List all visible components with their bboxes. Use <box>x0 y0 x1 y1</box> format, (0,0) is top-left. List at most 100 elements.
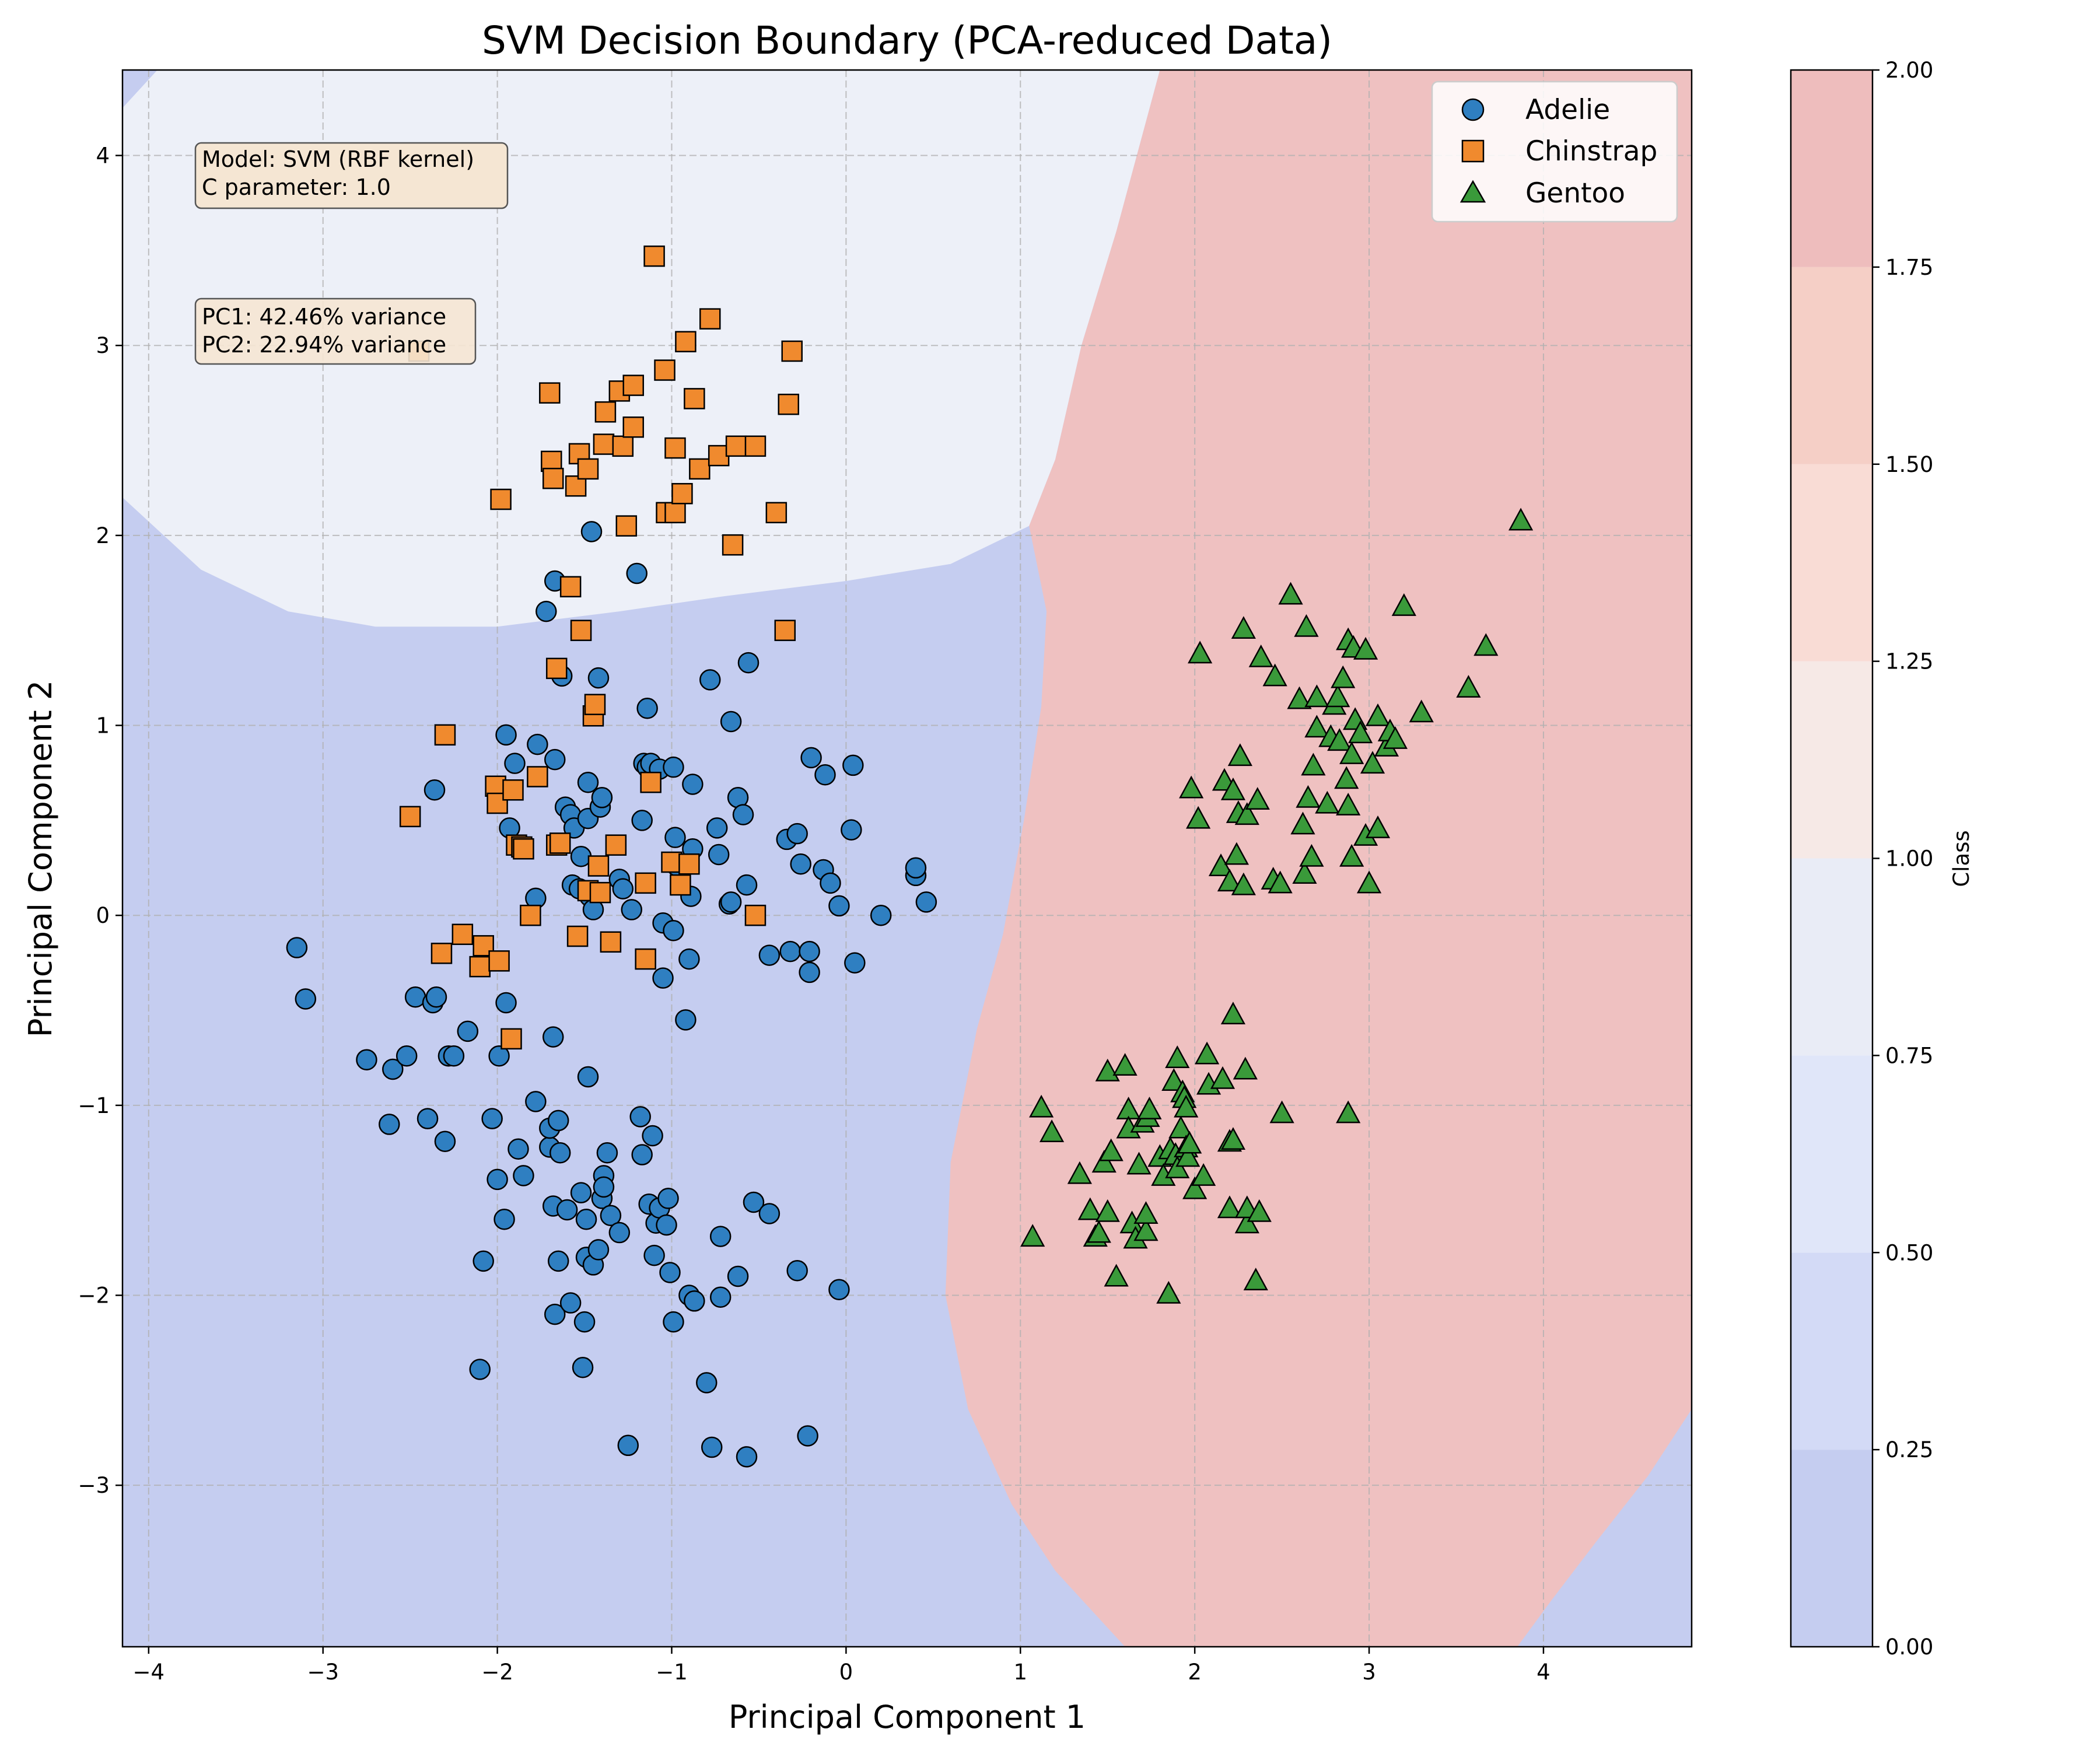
point-adelie <box>596 1142 618 1164</box>
point-adelie <box>696 1372 718 1394</box>
chart-title: SVM Decision Boundary (PCA-reduced Data) <box>482 18 1332 63</box>
y-tick-label: −1 <box>78 1093 110 1118</box>
colorbar-tick-label: 0.75 <box>1885 1043 1933 1068</box>
point-gentoo <box>1409 699 1434 723</box>
point-adelie <box>631 810 653 831</box>
series-adelie <box>286 521 937 1468</box>
point-adelie <box>544 1303 566 1325</box>
point-adelie <box>473 1250 494 1272</box>
point-adelie <box>513 1165 534 1186</box>
point-chinstrap <box>600 931 622 953</box>
point-gentoo <box>1234 802 1259 825</box>
point-adelie <box>643 1244 665 1266</box>
point-gentoo <box>1220 1127 1246 1150</box>
colorbar-ticks: 0.00 0.25 0.50 0.75 1.00 1.25 1.50 1.75 2.00 <box>1873 58 1933 1660</box>
colorbar: 0.00 0.25 0.50 0.75 1.00 1.25 1.50 1.75 2.00 Cla… <box>1790 58 1974 1660</box>
y-tick-label: 3 <box>96 333 110 358</box>
point-adelie <box>469 1359 491 1380</box>
point-chinstrap <box>670 874 691 896</box>
point-adelie <box>577 1066 599 1088</box>
point-adelie <box>379 1114 400 1135</box>
point-chinstrap <box>664 502 686 524</box>
point-chinstrap <box>594 401 617 423</box>
point-gentoo <box>1304 684 1329 708</box>
point-gentoo <box>1391 593 1416 616</box>
point-adelie <box>737 652 760 674</box>
point-chinstrap <box>635 948 656 970</box>
point-adelie <box>652 967 674 989</box>
point-gentoo <box>1039 1119 1065 1142</box>
point-adelie <box>663 1311 684 1333</box>
y-axis-ticks: −3 −2 −1 0 1 2 3 4 <box>78 144 123 1498</box>
point-gentoo <box>1336 792 1361 816</box>
point-adelie <box>699 669 721 691</box>
point-gentoo <box>1331 665 1356 688</box>
point-chinstrap <box>589 881 611 904</box>
colorbar-bands <box>1791 70 1873 1647</box>
point-adelie <box>495 992 517 1014</box>
point-adelie <box>720 891 742 913</box>
point-gentoo <box>1234 1210 1259 1234</box>
point-adelie <box>701 1436 723 1458</box>
point-chinstrap <box>539 382 561 404</box>
point-chinstrap <box>744 435 766 457</box>
legend-marker-chinstrap <box>1461 139 1485 163</box>
point-gentoo <box>1165 1155 1190 1178</box>
point-chinstrap <box>399 806 421 828</box>
colorbar-tick-label: 0.50 <box>1885 1240 1933 1265</box>
point-gentoo <box>1456 675 1481 698</box>
point-gentoo <box>1191 1163 1216 1186</box>
point-gentoo <box>1188 640 1213 664</box>
point-chinstrap <box>744 904 766 926</box>
x-tick-label: 0 <box>839 1660 853 1685</box>
point-adelie <box>577 771 599 793</box>
annotation-variance-line-1: PC1: 42.46% variance <box>202 304 446 330</box>
point-chinstrap <box>520 904 541 926</box>
point-adelie <box>786 822 808 845</box>
point-adelie <box>494 1209 515 1230</box>
x-tick-label: 3 <box>1362 1660 1376 1685</box>
point-gentoo <box>1231 872 1256 895</box>
point-adelie <box>575 1209 597 1230</box>
point-gentoo <box>1301 752 1326 776</box>
legend-marker-adelie <box>1461 98 1485 121</box>
point-adelie <box>481 1108 503 1129</box>
point-gentoo <box>1382 726 1408 749</box>
point-gentoo <box>1325 684 1350 708</box>
point-chinstrap <box>584 694 606 715</box>
annotation-variance: PC1: 42.46% variance PC2: 22.94% varianc… <box>194 298 477 365</box>
point-chinstrap <box>661 851 682 873</box>
region-adelie-corner <box>123 70 158 108</box>
point-chinstrap <box>678 853 700 875</box>
point-gentoo <box>1356 870 1382 894</box>
point-gentoo <box>1126 1152 1152 1175</box>
point-chinstrap <box>615 515 638 537</box>
colorbar-band <box>1791 70 1873 267</box>
point-gentoo <box>1348 720 1373 744</box>
point-chinstrap <box>640 771 662 793</box>
point-gentoo <box>1339 741 1364 764</box>
point-gentoo <box>1182 1176 1208 1199</box>
point-adelie <box>572 1357 594 1378</box>
point-chinstrap <box>549 832 571 854</box>
point-adelie <box>779 940 801 963</box>
y-tick-label: 4 <box>96 144 110 169</box>
point-gentoo <box>1168 1115 1194 1139</box>
point-adelie <box>457 1020 479 1042</box>
point-adelie <box>797 1425 818 1447</box>
point-adelie <box>629 1106 651 1128</box>
point-gentoo <box>1186 806 1211 829</box>
annotation-variance-line-2: PC2: 22.94% variance <box>202 332 446 358</box>
point-gentoo <box>1231 616 1256 639</box>
y-tick-label: 0 <box>96 903 110 928</box>
point-gentoo <box>1315 790 1340 814</box>
point-adelie <box>828 1279 850 1301</box>
point-gentoo <box>1175 1144 1200 1167</box>
point-gentoo <box>1133 1218 1158 1241</box>
point-adelie <box>434 1130 456 1152</box>
decision-regions <box>123 70 1692 1647</box>
point-gentoo <box>1179 775 1204 799</box>
point-adelie <box>709 1286 732 1308</box>
point-chinstrap <box>545 657 568 680</box>
point-gentoo <box>1156 1280 1181 1304</box>
